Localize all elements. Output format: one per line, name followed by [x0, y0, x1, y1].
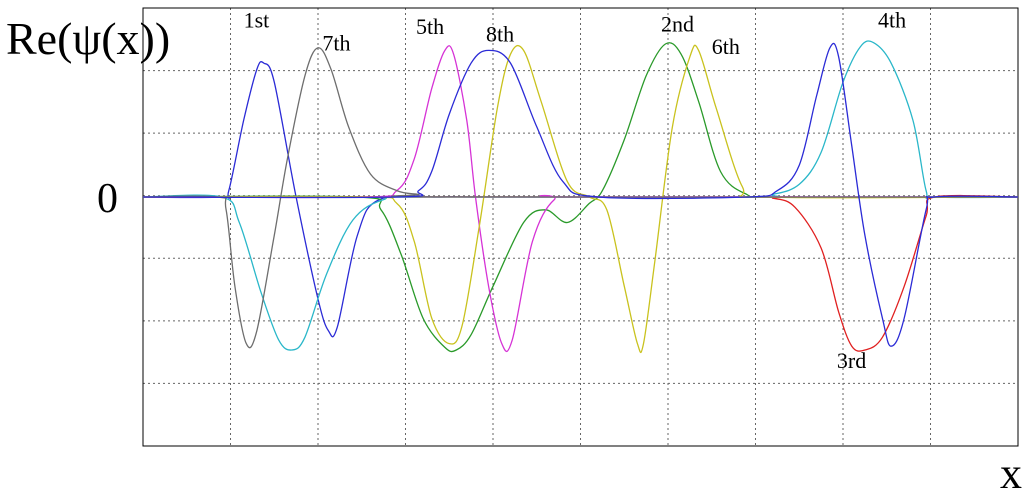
x-axis-label: x — [1000, 449, 1022, 494]
series-layer — [142, 40, 1019, 354]
series-label-5th: 5th — [416, 14, 444, 39]
series-label-1st: 1st — [244, 7, 270, 32]
series-label-6th: 6th — [712, 34, 740, 59]
series-label-8th: 8th — [486, 21, 514, 46]
series-label-4th: 4th — [878, 7, 906, 32]
plot-frame — [142, 7, 1019, 447]
series-label-3rd: 3rd — [837, 348, 866, 373]
plot-grid — [143, 8, 1018, 446]
series-label-2nd: 2nd — [661, 11, 694, 36]
series-line-2nd — [142, 42, 1019, 353]
series-label-7th: 7th — [322, 30, 350, 55]
series-labels: 1st 2nd 3rd 4th 5th 6th 7th 8th — [244, 7, 907, 373]
series-line-8th — [142, 42, 1019, 347]
y-axis-label: Re(ψ(x)) — [6, 13, 170, 64]
y-zero-label: 0 — [97, 176, 118, 222]
series-line-6th — [142, 44, 1019, 354]
